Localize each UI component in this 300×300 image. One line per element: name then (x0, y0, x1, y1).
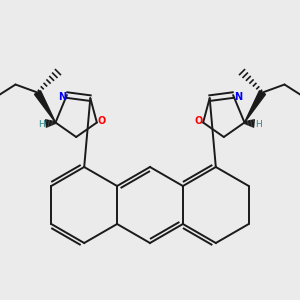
Text: O: O (98, 116, 106, 125)
Text: N: N (234, 92, 242, 102)
Polygon shape (34, 91, 56, 122)
Polygon shape (244, 91, 266, 122)
Text: H: H (38, 120, 45, 129)
Text: H: H (255, 120, 262, 129)
Text: N: N (58, 92, 66, 102)
Text: O: O (194, 116, 202, 125)
